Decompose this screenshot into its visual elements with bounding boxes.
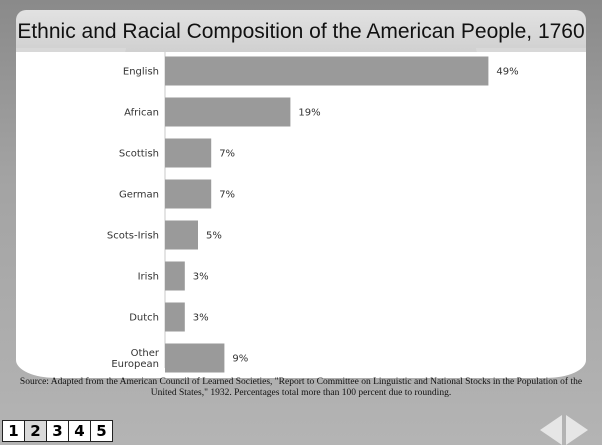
value-label: 49% (496, 67, 518, 78)
value-label: 7% (219, 190, 235, 201)
page-button-2[interactable]: 2 (24, 420, 47, 442)
category-label: European (111, 359, 159, 370)
category-label: Scots-Irish (107, 231, 159, 242)
bar-dutch (165, 302, 185, 332)
page-button-1[interactable]: 1 (2, 420, 25, 442)
category-label: Scottish (119, 149, 159, 160)
bar-irish (165, 261, 185, 291)
bar-scots-irish (165, 220, 198, 250)
value-label: 19% (298, 108, 320, 119)
category-label: Irish (138, 272, 159, 283)
page-button-3[interactable]: 3 (46, 420, 69, 442)
value-label: 7% (219, 149, 235, 160)
previous-arrow-icon[interactable] (540, 415, 562, 445)
page-button-5[interactable]: 5 (90, 420, 113, 442)
title-bar: Ethnic and Racial Composition of the Ame… (16, 10, 586, 54)
bar-african (165, 97, 291, 127)
bar-other-european (165, 343, 225, 373)
bar-german (165, 179, 212, 209)
page-button-4[interactable]: 4 (68, 420, 91, 442)
bar-scottish (165, 138, 212, 168)
chart-panel (16, 52, 586, 378)
value-label: 5% (206, 231, 222, 242)
bar-english (165, 56, 489, 86)
category-label: African (124, 108, 159, 119)
value-label: 9% (232, 354, 248, 365)
source-note: Source: Adapted from the American Counci… (19, 377, 583, 398)
chart-title: Ethnic and Racial Composition of the Ame… (17, 20, 585, 43)
category-label: German (119, 190, 159, 201)
category-label: Dutch (129, 313, 159, 324)
value-label: 3% (193, 313, 209, 324)
category-label: English (123, 67, 159, 78)
value-label: 3% (193, 272, 209, 283)
next-arrow-icon[interactable] (566, 415, 588, 445)
category-label: Other (131, 348, 160, 359)
